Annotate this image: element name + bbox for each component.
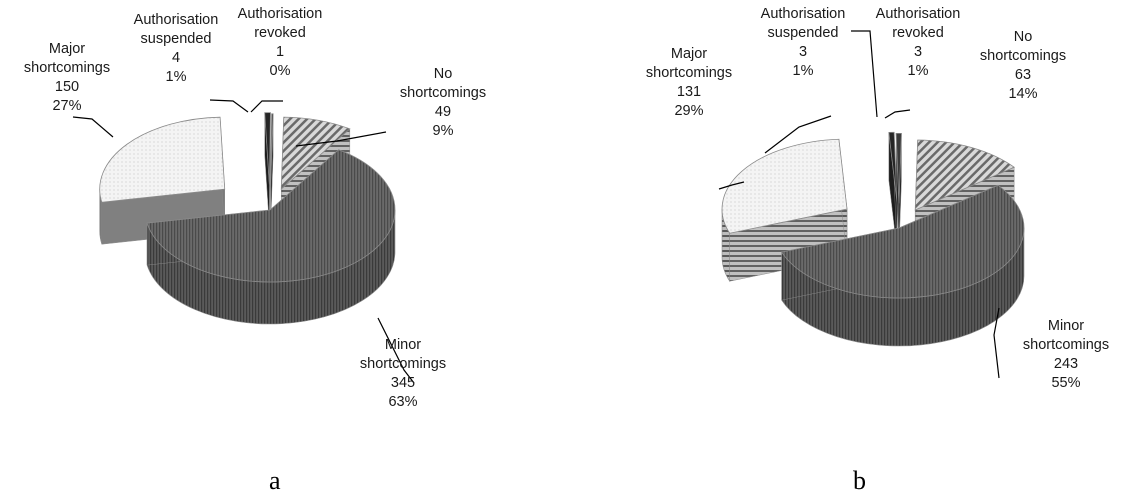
slice-label-authorisation-revoked: Authorisation revoked 3 1% [862,5,974,81]
slice-label-line: shortcomings [979,48,1067,64]
slice-label-minor-shortcomings: Minor shortcomings 243 55% [1001,317,1131,393]
slice-percent: 14% [1008,86,1038,102]
slice-value: 3 [798,44,808,60]
slice-label-authorisation-revoked: Authorisation revoked 1 0% [224,5,336,81]
leader-line-authorisation-revoked [250,100,283,113]
slice-percent: 1% [907,63,929,79]
leader-line-authorisation-revoked [884,109,911,119]
slice-label-line: No [1013,29,1033,45]
slice-label-line: Major [670,46,708,62]
leader-line-authorisation-suspended [209,99,249,113]
slice-value: 150 [54,79,80,95]
slice-value: 345 [390,375,416,391]
slice-percent: 9% [432,123,454,139]
leader-line-no-shortcomings [295,131,387,147]
slice-value: 63 [1014,67,1032,83]
slice-label-line: No [433,66,453,82]
slice-label-no-shortcomings: No shortcomings 63 14% [963,28,1083,104]
pie-slice-authorisation-suspended [264,112,271,227]
slice-label-line: revoked [254,25,306,41]
slice-value: 1 [275,44,285,60]
pie-slice-minor-shortcomings [781,184,1025,347]
slice-percent: 0% [269,63,291,79]
slice-percent: 29% [674,103,704,119]
leader-line-minor-shortcomings [993,307,1000,379]
slice-value: 4 [171,50,181,66]
pie-chart-a: a No shortcomings 49 9% Minor shortcomings 345… [0,0,569,503]
leader-line-major-shortcomings [718,181,745,190]
slice-label-line: suspended [767,25,839,41]
slice-label-no-shortcomings: No shortcomings 49 9% [388,65,498,141]
slice-label-line: Authorisation [875,6,961,22]
slice-percent: 1% [792,63,814,79]
slice-percent: 1% [165,69,187,85]
slice-label-line: Authorisation [237,6,323,22]
leader-line-minor-shortcomings [377,317,415,384]
leader-line-no-shortcomings [764,115,832,154]
slice-value: 131 [676,84,702,100]
leader-line-major-shortcomings [72,116,114,138]
chart-caption-a: a [269,466,281,495]
slice-label-authorisation-suspended: Authorisation suspended 4 1% [118,11,234,87]
slice-percent: 63% [388,394,418,410]
slice-label-line: revoked [892,25,944,41]
pie-slice-major-shortcomings [721,138,848,283]
pie-chart-a-svg [72,99,415,384]
slice-label-major-shortcomings: Major shortcomings 150 27% [2,40,132,116]
slice-label-line: Major [48,41,86,57]
slice-label-line: Authorisation [760,6,846,22]
slice-percent: 55% [1051,375,1081,391]
slice-label-line: shortcomings [399,85,487,101]
slice-label-line: suspended [140,31,212,47]
slice-label-line: Minor [384,337,422,353]
slice-value: 243 [1053,356,1079,372]
slice-percent: 27% [52,98,82,114]
slice-label-line: shortcomings [359,356,447,372]
pie-slice-minor-shortcomings [146,149,396,325]
slice-value: 49 [434,104,452,120]
slice-label-authorisation-suspended: Authorisation suspended 3 1% [747,5,859,81]
slice-label-line: shortcomings [645,65,733,81]
pie-chart-b: b No shortcomings 63 14% Minor shortcomings 24… [569,0,1139,503]
pie-slice-authorisation-revoked [270,113,274,228]
slice-label-minor-shortcomings: Minor shortcomings 345 63% [338,336,468,412]
slice-label-line: shortcomings [23,60,111,76]
slice-label-line: Minor [1047,318,1085,334]
leader-line-authorisation-suspended [851,30,878,118]
pie-chart-b-svg [718,30,1025,379]
slice-value: 3 [913,44,923,60]
slice-label-line: Authorisation [133,12,219,28]
slice-label-major-shortcomings: Major shortcomings 131 29% [624,45,754,121]
slice-label-line: shortcomings [1022,337,1110,353]
chart-caption-b: b [853,466,866,495]
